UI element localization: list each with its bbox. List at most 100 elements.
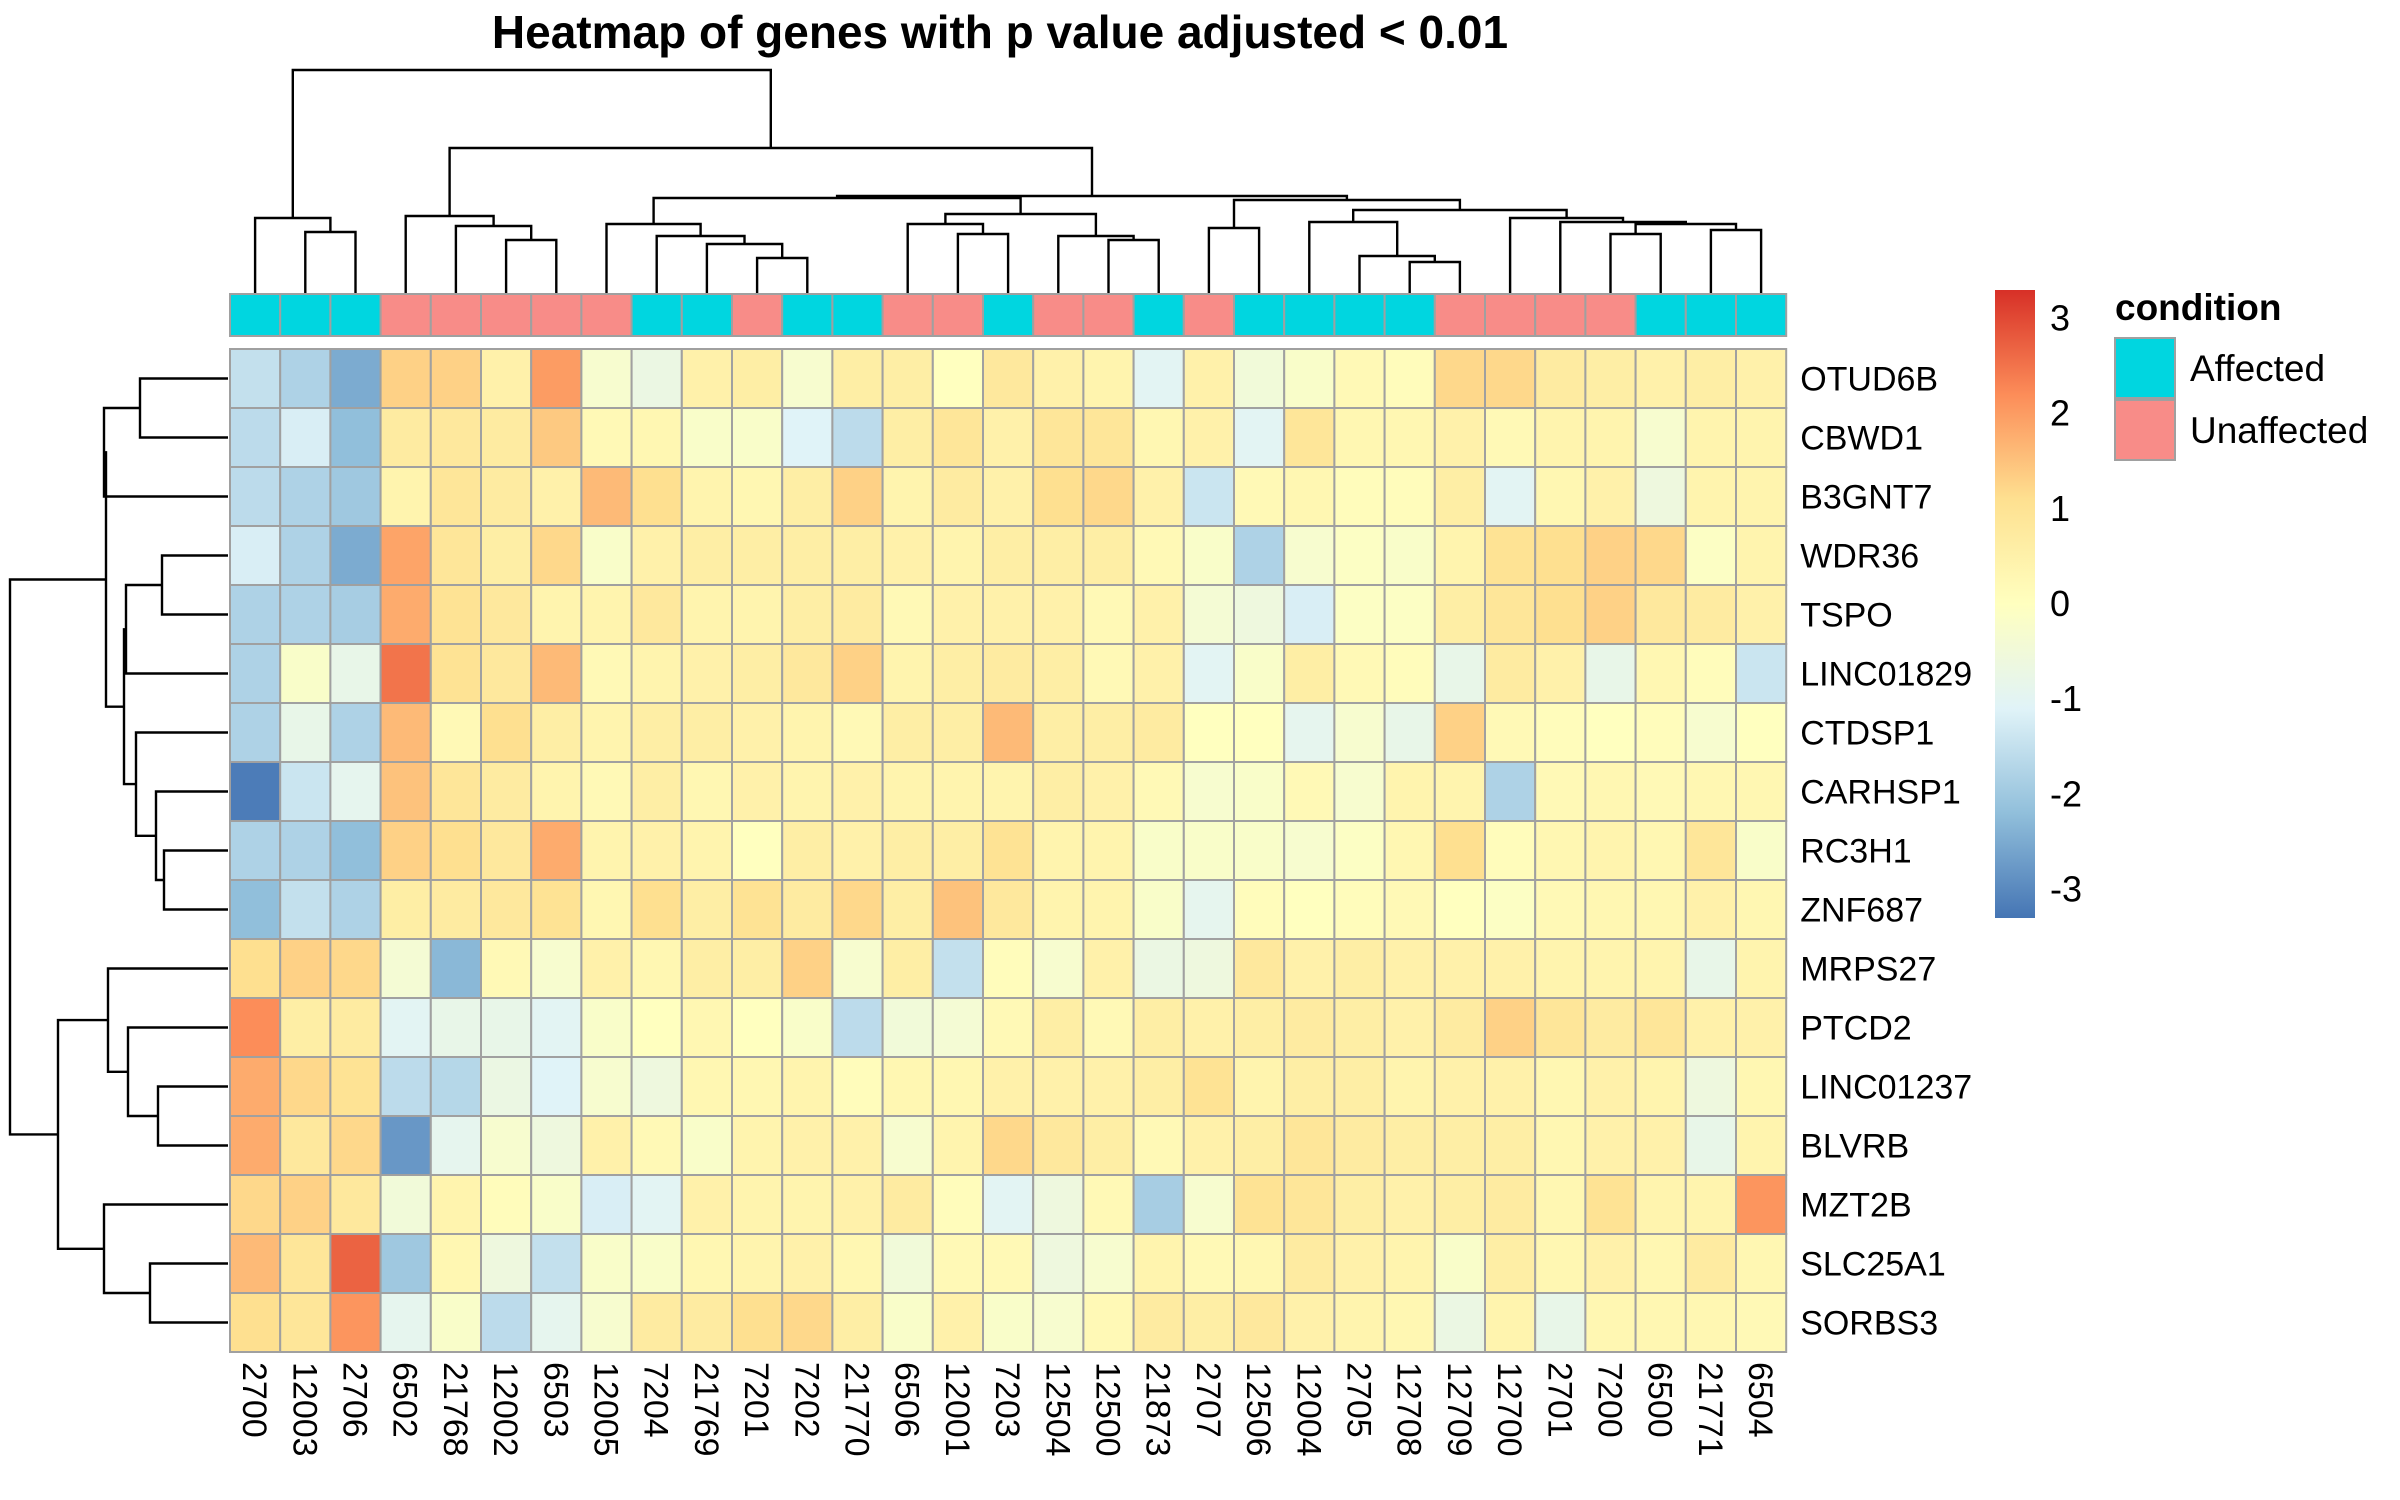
heatmap-cell	[1032, 1233, 1085, 1294]
heatmap-cell	[530, 761, 583, 822]
heatmap-cell	[831, 761, 884, 822]
heatmap-cell	[379, 1056, 432, 1117]
column-label: 12003	[285, 1362, 323, 1457]
dendrogram-branch	[1232, 198, 1462, 228]
heatmap-cell	[1283, 525, 1336, 586]
heatmap-cell	[1283, 348, 1336, 409]
heatmap-cell	[1735, 761, 1788, 822]
heatmap-cell	[429, 1056, 482, 1117]
row-label: SORBS3	[1800, 1305, 1938, 1343]
heatmap-cell	[1534, 1233, 1587, 1294]
column-labels: 2700 12003 2706 6502 21768 12002 6503 12005 7204…	[235, 1362, 1779, 1457]
heatmap-cell	[480, 525, 533, 586]
condition-cell	[1283, 293, 1336, 337]
heatmap-cell	[881, 702, 934, 763]
heatmap-cell	[982, 584, 1035, 645]
dendrogram-branch	[1352, 208, 1568, 222]
heatmap-cell	[530, 1115, 583, 1176]
condition-cell	[279, 293, 332, 337]
heatmap-cell	[429, 1292, 482, 1353]
dendrogram-branch	[56, 1018, 108, 1250]
heatmap-cell	[1735, 407, 1788, 468]
heatmap-cell	[580, 1233, 633, 1294]
heatmap-cell	[1132, 466, 1185, 527]
heatmap-cell	[1383, 879, 1436, 940]
condition-cell	[1634, 293, 1687, 337]
heatmap-cell	[680, 1233, 733, 1294]
heatmap-cell	[379, 525, 432, 586]
heatmap-cell	[1484, 584, 1537, 645]
heatmap-cell	[1333, 761, 1386, 822]
heatmap-cell	[630, 466, 683, 527]
heatmap-cell	[1584, 761, 1637, 822]
heatmap-cell	[279, 407, 332, 468]
heatmap-cell	[229, 820, 282, 881]
heatmap-cell	[480, 1056, 533, 1117]
heatmap-cell	[831, 1292, 884, 1353]
heatmap-cell	[480, 407, 533, 468]
heatmap-cell	[1082, 584, 1135, 645]
heatmap-cell	[329, 1056, 382, 1117]
dendrogram-branch	[652, 196, 1022, 224]
heatmap-cell	[279, 1233, 332, 1294]
row-label: CTDSP1	[1800, 715, 1934, 753]
row-label: LINC01829	[1800, 656, 1972, 694]
heatmap-cell	[931, 997, 984, 1058]
heatmap-cell	[1634, 820, 1687, 881]
heatmap-cell	[279, 938, 332, 999]
heatmap-cell	[831, 525, 884, 586]
row-label: PTCD2	[1800, 1010, 1911, 1048]
heatmap-cell	[580, 1056, 633, 1117]
heatmap-cell	[1735, 525, 1788, 586]
heatmap-cell	[329, 761, 382, 822]
scale-tick-label: 0	[2050, 583, 2070, 624]
row-dendrogram	[8, 377, 228, 1324]
heatmap-cell	[1684, 997, 1738, 1058]
row-label: MRPS27	[1800, 951, 1936, 989]
heatmap-cell	[229, 702, 282, 763]
condition-cell	[379, 293, 432, 337]
heatmap-cell	[329, 820, 382, 881]
dendrogram-branch	[8, 578, 106, 1136]
heatmap-cell	[1383, 938, 1436, 999]
heatmap-cell	[229, 1174, 282, 1235]
heatmap-cell	[1684, 1233, 1738, 1294]
column-label: 12004	[1289, 1362, 1327, 1457]
heatmap-cell	[1182, 938, 1236, 999]
heatmap-cell	[630, 348, 683, 409]
heatmap-cell	[1132, 407, 1185, 468]
heatmap-cell	[530, 466, 583, 527]
dendrogram-branch	[755, 256, 809, 294]
heatmap-cell	[831, 879, 884, 940]
heatmap-cell	[329, 348, 382, 409]
heatmap-cell	[1182, 348, 1236, 409]
column-label: 21873	[1139, 1362, 1177, 1457]
column-label: 12709	[1440, 1362, 1478, 1457]
heatmap-cell	[630, 1115, 683, 1176]
heatmap-cell	[279, 1174, 332, 1235]
heatmap-cell	[329, 1233, 382, 1294]
heatmap-cell	[630, 584, 683, 645]
heatmap-cell	[1484, 643, 1537, 704]
heatmap-cell	[982, 938, 1035, 999]
heatmap-cell	[1484, 1292, 1537, 1353]
heatmap-cell	[680, 879, 733, 940]
heatmap-cell	[1032, 1292, 1085, 1353]
heatmap-cell	[379, 643, 432, 704]
heatmap-cell	[329, 1292, 382, 1353]
heatmap-cell	[580, 1292, 633, 1353]
heatmap-cell	[1534, 525, 1587, 586]
heatmap-cell	[1383, 525, 1436, 586]
heatmap-cell	[881, 938, 934, 999]
scale-tick-label: 3	[2050, 298, 2070, 339]
heatmap-cell	[580, 525, 633, 586]
heatmap-cell	[982, 702, 1035, 763]
heatmap-cell	[1735, 466, 1788, 527]
heatmap-cell	[982, 407, 1035, 468]
condition-cell	[630, 293, 683, 337]
heatmap-cell	[1484, 879, 1537, 940]
heatmap-cell	[429, 1174, 482, 1235]
heatmap-cell	[1233, 407, 1286, 468]
heatmap-cell	[429, 525, 482, 586]
